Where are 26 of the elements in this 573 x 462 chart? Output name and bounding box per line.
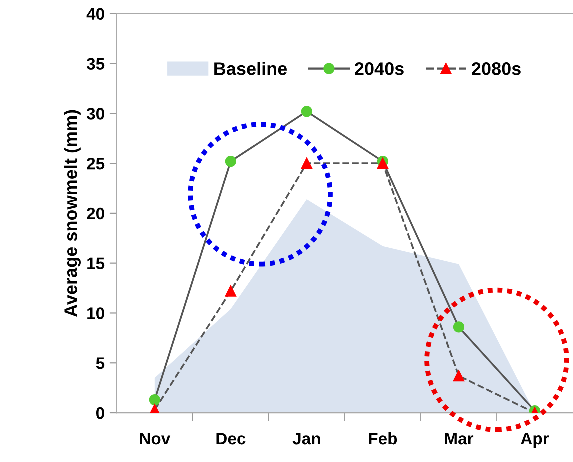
legend-label: 2080s bbox=[472, 62, 521, 76]
y-tick-label: 40 bbox=[86, 8, 104, 20]
x-tick-label: Mar bbox=[445, 433, 474, 445]
y-axis-title: Average snowmelt (mm) bbox=[64, 110, 81, 317]
y-tick-label: 20 bbox=[87, 208, 104, 220]
point bbox=[453, 370, 465, 382]
x-tick-label: Apr bbox=[521, 433, 550, 448]
y-tick-label: 25 bbox=[87, 158, 105, 170]
point bbox=[225, 156, 236, 168]
x-tick-label: Jan bbox=[292, 433, 320, 445]
y-tick-label: 5 bbox=[96, 358, 105, 370]
x-tick-label: Feb bbox=[369, 432, 398, 445]
y-tick-label: 30 bbox=[86, 108, 104, 120]
point bbox=[149, 394, 160, 406]
y-tick-label: 0 bbox=[96, 407, 104, 420]
x-tick-label: Nov bbox=[140, 433, 171, 445]
point bbox=[453, 322, 465, 333]
legend-label: 2040s bbox=[355, 62, 404, 76]
y-tick-label: 10 bbox=[88, 308, 104, 320]
y-tick-label: 35 bbox=[86, 58, 105, 70]
point bbox=[301, 106, 312, 118]
legend-label: Baseline bbox=[214, 62, 288, 76]
point bbox=[225, 286, 236, 297]
y-tick-label: 15 bbox=[88, 258, 105, 270]
point bbox=[301, 158, 312, 170]
x-tick-label: Dec bbox=[216, 433, 246, 445]
